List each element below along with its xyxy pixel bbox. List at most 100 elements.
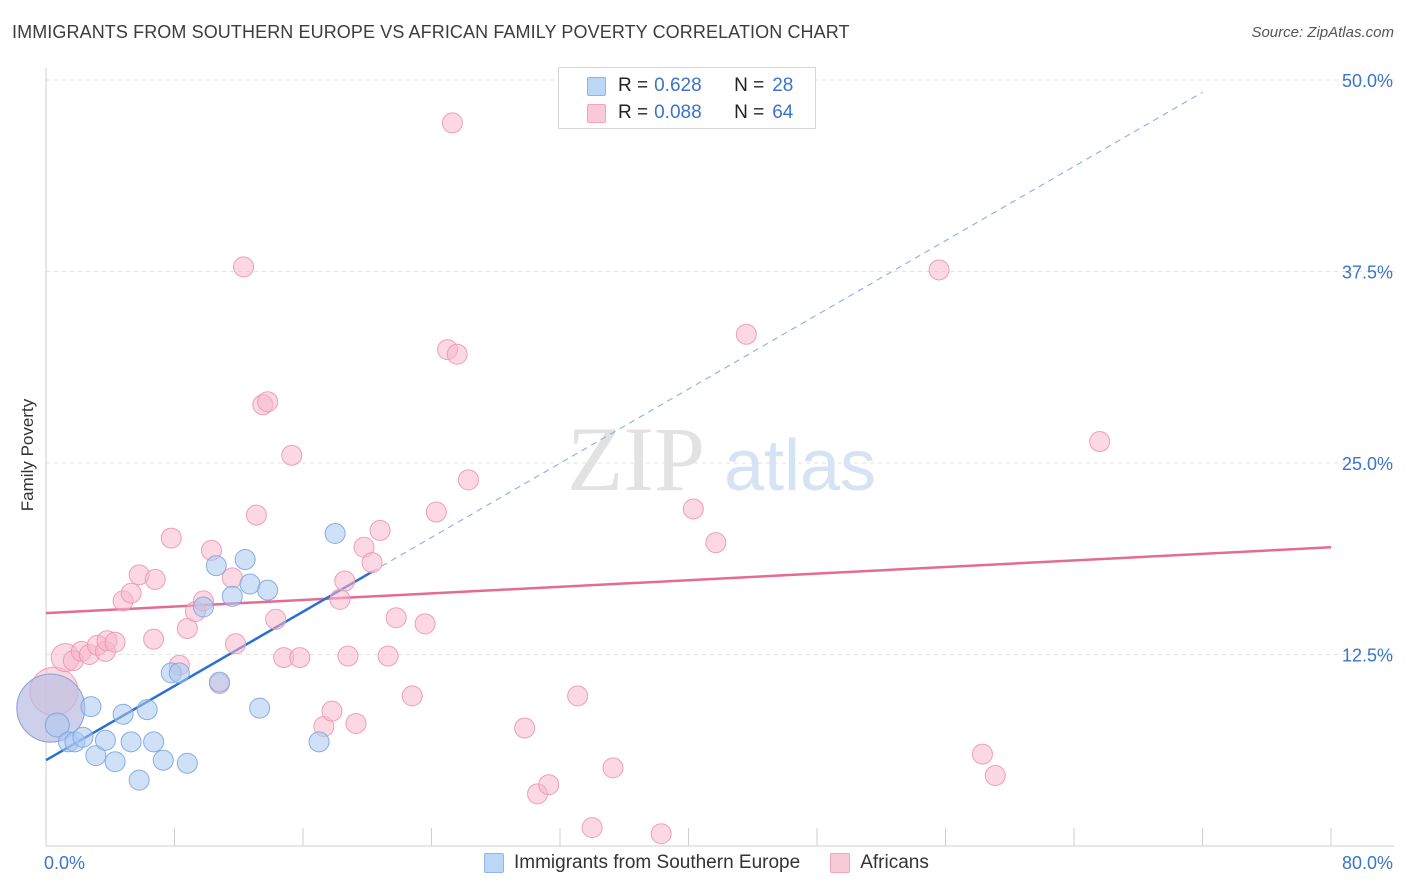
point-immigrants	[308, 731, 330, 753]
point-africans	[225, 633, 247, 655]
point-immigrants	[152, 749, 174, 771]
stats-legend: R = 0.628 N = 28 R = 0.088 N = 64	[558, 67, 816, 129]
point-africans	[176, 617, 198, 639]
point-africans	[369, 519, 391, 541]
watermark-zip: ZIP	[567, 408, 705, 510]
point-africans	[337, 645, 359, 667]
point-africans	[457, 469, 479, 491]
chart-title: IMMIGRANTS FROM SOUTHERN EUROPE VS AFRIC…	[12, 22, 850, 42]
point-africans	[581, 817, 603, 839]
point-africans	[345, 712, 367, 734]
r-value: 0.088	[654, 102, 702, 123]
point-immigrants	[120, 731, 142, 753]
y-tick-label: 50.0%	[1342, 71, 1393, 91]
point-africans	[425, 501, 447, 523]
point-africans	[441, 112, 463, 134]
point-africans	[329, 588, 351, 610]
trend-line-immigrants-extension	[371, 91, 1203, 573]
point-africans	[377, 645, 399, 667]
point-immigrants	[128, 769, 150, 791]
point-immigrants	[168, 662, 190, 684]
point-immigrants	[80, 696, 102, 718]
point-africans	[1089, 431, 1111, 453]
point-africans	[385, 607, 407, 629]
point-africans	[705, 532, 727, 554]
stats-swatch-pink	[587, 103, 606, 123]
point-immigrants	[324, 522, 346, 544]
point-africans	[567, 685, 589, 707]
trend-lines	[45, 91, 1332, 762]
point-africans	[971, 743, 993, 765]
x-tick-label: 0.0%	[44, 853, 85, 873]
legend-swatch-pink	[830, 853, 851, 873]
point-immigrants	[208, 671, 230, 693]
point-africans	[928, 259, 950, 281]
point-africans	[289, 647, 311, 669]
data-points	[16, 112, 1111, 845]
point-africans	[321, 700, 343, 722]
point-africans	[735, 323, 757, 345]
point-africans	[650, 823, 672, 845]
point-immigrants	[104, 751, 126, 773]
point-immigrants	[221, 585, 243, 607]
point-immigrants	[44, 712, 70, 738]
point-immigrants	[239, 573, 261, 595]
series-legend: Immigrants from Southern Europe Africans	[484, 852, 959, 874]
point-immigrants	[192, 596, 214, 618]
point-immigrants	[143, 731, 165, 753]
r-value: 0.628	[654, 75, 702, 96]
point-africans	[144, 568, 166, 590]
point-africans	[143, 628, 165, 650]
point-africans	[334, 570, 356, 592]
point-africans	[104, 631, 126, 653]
point-africans	[682, 498, 704, 520]
point-africans	[281, 444, 303, 466]
trend-line-africans	[45, 546, 1332, 615]
source-label: Source: ZipAtlas.com	[1251, 24, 1394, 41]
point-africans	[245, 504, 267, 526]
x-tick-label: 80.0%	[1342, 853, 1393, 873]
point-africans	[401, 685, 423, 707]
tick-labels: 12.5% 25.0% 37.5% 50.0% 0.0% 80.0%	[44, 71, 1393, 873]
y-tick-label: 25.0%	[1342, 454, 1393, 474]
stats-row-pink: R = 0.088 N = 64	[587, 101, 793, 125]
trend-line-immigrants	[45, 570, 373, 762]
point-africans	[160, 527, 182, 549]
point-africans	[514, 717, 536, 739]
point-africans	[602, 757, 624, 779]
point-africans	[265, 608, 287, 630]
gridlines	[46, 79, 1394, 655]
point-immigrants	[85, 745, 107, 767]
point-immigrants	[72, 726, 94, 748]
r-label: R =	[618, 102, 649, 123]
n-label: N =	[734, 75, 765, 96]
point-immigrants	[257, 579, 279, 601]
legend-item-immigrants[interactable]: Immigrants from Southern Europe	[484, 852, 800, 874]
point-immigrants	[94, 729, 116, 751]
point-africans	[233, 256, 255, 278]
point-africans	[361, 552, 383, 574]
point-immigrants	[112, 703, 134, 725]
watermark-atlas: atlas	[724, 426, 876, 506]
point-immigrants	[176, 752, 198, 774]
point-immigrants	[205, 555, 227, 577]
point-immigrants	[249, 697, 271, 719]
y-tick-label: 12.5%	[1342, 646, 1393, 666]
r-label: R =	[618, 75, 649, 96]
stats-swatch-blue	[587, 76, 606, 96]
stats-row-blue: R = 0.628 N = 28	[587, 74, 793, 98]
legend-item-africans[interactable]: Africans	[830, 852, 929, 874]
legend-label: Immigrants from Southern Europe	[514, 852, 801, 873]
legend-label: Africans	[860, 852, 929, 873]
legend-swatch-blue	[484, 853, 504, 873]
point-africans	[257, 391, 279, 413]
y-tick-label: 37.5%	[1342, 263, 1393, 283]
point-immigrants	[234, 549, 256, 571]
n-label: N =	[734, 102, 765, 123]
point-africans	[446, 343, 468, 365]
point-africans	[538, 774, 560, 796]
point-africans	[120, 582, 142, 604]
n-value: 28	[772, 75, 794, 96]
watermark: ZIP atlas	[567, 408, 876, 510]
